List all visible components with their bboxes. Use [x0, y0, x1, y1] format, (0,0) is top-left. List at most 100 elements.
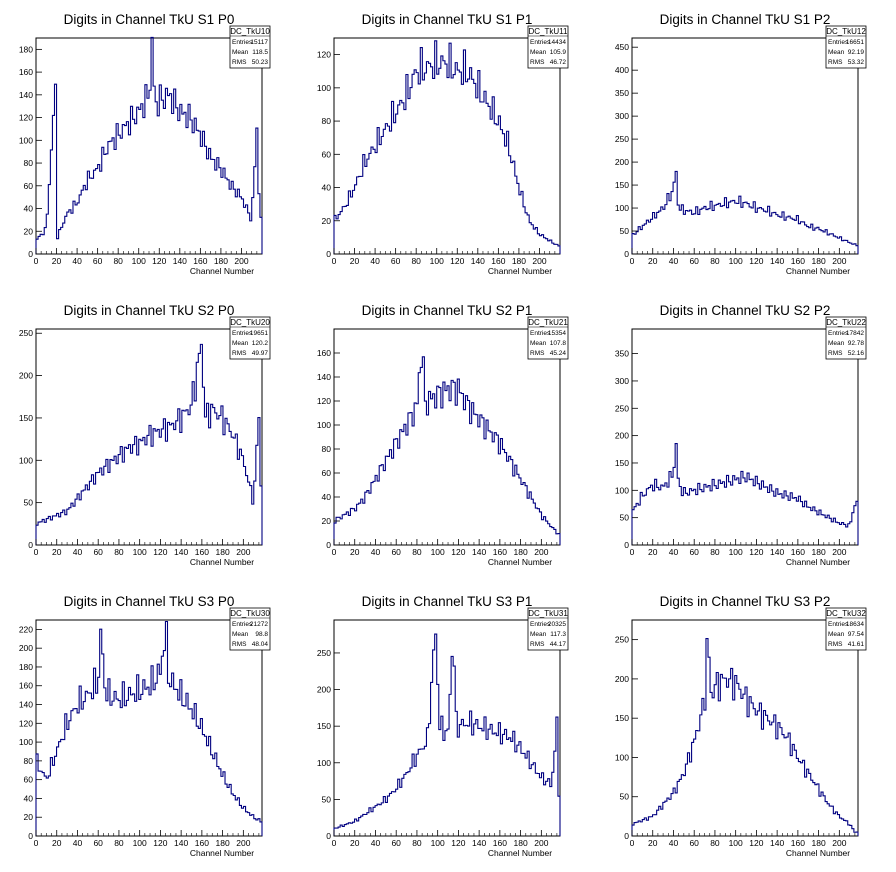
x-tick-label: 200 — [236, 547, 250, 557]
x-tick-label: 40 — [370, 256, 380, 266]
stats-label: Mean — [828, 631, 845, 638]
stats-name: DC_TkU20 — [230, 318, 270, 327]
x-tick-label: 120 — [451, 838, 465, 848]
y-tick-label: 180 — [19, 662, 33, 672]
x-axis-label: Channel Number — [190, 557, 254, 567]
y-tick-label: 300 — [615, 111, 629, 121]
stats-name: DC_TkU30 — [230, 609, 270, 618]
x-tick-label: 180 — [512, 256, 526, 266]
x-tick-label: 120 — [450, 256, 464, 266]
stats-label: Entries — [232, 39, 253, 46]
x-tick-label: 140 — [173, 256, 187, 266]
x-tick-label: 180 — [216, 547, 230, 557]
x-tick-label: 20 — [648, 256, 658, 266]
y-tick-label: 60 — [24, 775, 34, 785]
x-tick-label: 0 — [630, 547, 635, 557]
stats-box — [527, 607, 569, 651]
x-axis-label: Channel Number — [488, 266, 552, 276]
y-tick-label: 200 — [615, 157, 629, 167]
stats-label: Mean — [232, 340, 249, 347]
x-tick-label: 40 — [669, 256, 679, 266]
x-tick-label: 120 — [749, 256, 763, 266]
x-tick-label: 100 — [133, 838, 147, 848]
y-tick-label: 80 — [322, 116, 332, 126]
chart-title: Digits in Channel TkU S1 P1 — [362, 12, 533, 27]
x-tick-label: 200 — [832, 838, 846, 848]
x-tick-label: 100 — [132, 256, 146, 266]
x-tick-label: 120 — [451, 547, 465, 557]
chart-title: Digits in Channel TkU S3 P2 — [660, 594, 831, 609]
chart-title: Digits in Channel TkU S1 P0 — [64, 12, 235, 27]
stats-label: Entries — [828, 330, 849, 337]
plot-frame — [35, 37, 263, 255]
plot-frame — [333, 619, 561, 837]
x-tick-label: 140 — [472, 547, 486, 557]
y-tick-label: 0 — [28, 249, 33, 259]
stats-name: DC_TkU31 — [528, 609, 568, 618]
x-tick-label: 0 — [630, 256, 635, 266]
y-tick-label: 80 — [24, 756, 34, 766]
stats-label: RMS — [530, 350, 545, 357]
x-tick-label: 20 — [648, 547, 658, 557]
stats-value: 18634 — [846, 621, 864, 628]
stats-value: 53.32 — [848, 59, 865, 66]
plot-frame — [333, 328, 561, 546]
stats-value: 107.8 — [550, 340, 567, 347]
x-tick-label: 20 — [648, 838, 658, 848]
y-tick-label: 0 — [28, 831, 33, 841]
stats-name: DC_TkU32 — [826, 609, 866, 618]
stats-label: Entries — [232, 330, 253, 337]
x-tick-label: 200 — [832, 256, 846, 266]
y-tick-label: 250 — [317, 648, 331, 658]
chart-title: Digits in Channel TkU S3 P0 — [64, 594, 235, 609]
histogram-panel-3: Digits in Channel TkU S2 P0 0 20 40 60 80 100 1… — [19, 303, 271, 567]
x-tick-label: 60 — [93, 838, 103, 848]
x-tick-label: 100 — [133, 547, 147, 557]
x-tick-label: 160 — [493, 838, 507, 848]
x-tick-label: 200 — [532, 256, 546, 266]
stats-label: Entries — [530, 330, 551, 337]
x-tick-label: 120 — [749, 838, 763, 848]
stats-name: DC_TkU10 — [230, 27, 270, 36]
histogram-line — [631, 638, 859, 836]
x-tick-label: 40 — [73, 547, 83, 557]
x-tick-label: 200 — [534, 547, 548, 557]
stats-value: 117.3 — [550, 631, 566, 638]
x-tick-label: 160 — [195, 547, 209, 557]
stats-box — [527, 316, 569, 360]
y-tick-label: 50 — [322, 794, 332, 804]
chart-title: Digits in Channel TkU S2 P1 — [362, 303, 533, 318]
y-tick-label: 250 — [615, 635, 629, 645]
x-tick-label: 80 — [710, 838, 720, 848]
stats-label: RMS — [828, 641, 843, 648]
y-tick-label: 350 — [615, 88, 629, 98]
stats-name: DC_TkU11 — [529, 27, 569, 36]
y-tick-label: 100 — [615, 485, 629, 495]
y-tick-label: 20 — [24, 226, 34, 236]
y-tick-label: 150 — [615, 713, 629, 723]
stats-label: RMS — [232, 350, 247, 357]
x-tick-label: 120 — [152, 256, 166, 266]
y-tick-label: 0 — [326, 540, 331, 550]
y-tick-label: 80 — [24, 158, 34, 168]
histogram-line — [631, 443, 859, 545]
x-tick-label: 0 — [332, 547, 337, 557]
x-tick-label: 100 — [431, 838, 445, 848]
x-tick-label: 0 — [332, 838, 337, 848]
stats-value: 20325 — [548, 621, 566, 628]
y-tick-label: 120 — [317, 396, 331, 406]
chart-title: Digits in Channel TkU S2 P2 — [660, 303, 831, 318]
x-tick-label: 200 — [832, 547, 846, 557]
x-tick-label: 60 — [93, 256, 103, 266]
chart-title: Digits in Channel TkU S1 P2 — [660, 12, 831, 27]
y-tick-label: 120 — [317, 50, 331, 60]
histogram-panel-2: Digits in Channel TkU S1 P2 0 20 40 60 80 100 1… — [615, 12, 867, 276]
x-tick-label: 180 — [812, 547, 826, 557]
y-tick-label: 50 — [620, 226, 630, 236]
histogram-panel-7: Digits in Channel TkU S3 P1 0 20 40 60 80 100 1… — [317, 594, 569, 858]
x-tick-label: 40 — [669, 547, 679, 557]
stats-value: 15117 — [250, 39, 268, 46]
stats-value: 15354 — [548, 330, 566, 337]
chart-title: Digits in Channel TkU S2 P0 — [64, 303, 235, 318]
x-tick-label: 180 — [514, 838, 528, 848]
